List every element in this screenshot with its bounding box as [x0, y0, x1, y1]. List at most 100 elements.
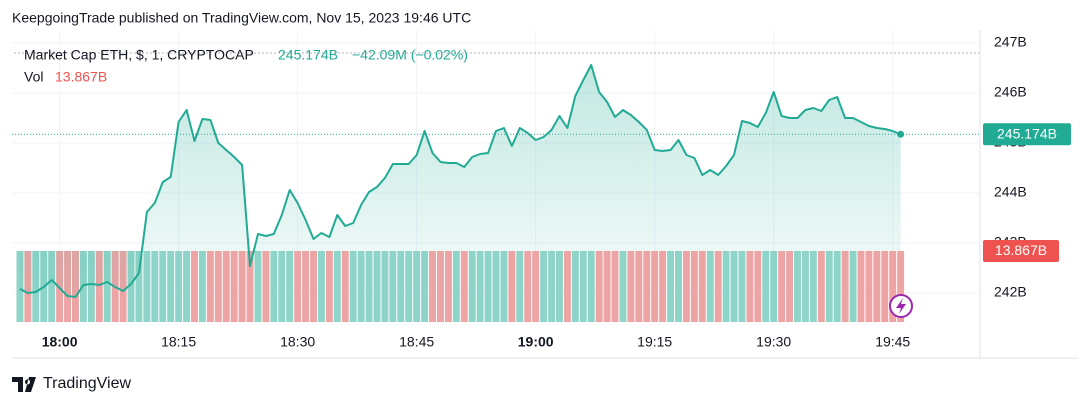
volume-bar — [619, 251, 627, 322]
volume-bar — [159, 251, 167, 322]
logo — [12, 377, 36, 392]
volume-layer — [16, 251, 905, 322]
volume-bar — [801, 251, 809, 322]
volume-bar — [516, 251, 524, 322]
y-tick-label: 247B — [994, 34, 1027, 50]
change-value: −42.09M (−0.02%) — [352, 47, 468, 63]
volume-bar — [492, 251, 500, 322]
last-value: 245.174B — [278, 47, 338, 63]
volume-bar — [595, 251, 603, 322]
symbol-title: Market Cap ETH, $, 1, CRYPTOCAP — [24, 47, 254, 63]
volume-bar — [778, 251, 786, 322]
volume-bar — [563, 251, 571, 322]
volume-bar — [246, 251, 254, 322]
x-tick-label: 18:00 — [42, 334, 78, 350]
logo-mark — [12, 377, 36, 392]
volume-bar — [706, 251, 714, 322]
volume-bar — [262, 251, 270, 322]
volume-bar — [556, 251, 563, 322]
price-badge-label: 245.174B — [997, 126, 1057, 142]
volume-bar — [302, 251, 310, 322]
volume-bar — [206, 251, 214, 322]
volume-bar — [698, 251, 706, 322]
volume-bar — [476, 251, 484, 322]
volume-bar — [230, 251, 238, 322]
event-bolt[interactable] — [896, 298, 906, 314]
volume-bar — [87, 251, 95, 322]
volume-bar — [825, 251, 833, 322]
price-badge — [983, 123, 1071, 146]
volume-bar — [389, 251, 397, 322]
volume-title: Vol — [24, 69, 43, 85]
volume-bar — [317, 251, 325, 322]
volume-bar — [127, 251, 135, 322]
volume-bar — [405, 251, 413, 322]
volume-bar — [667, 251, 675, 322]
volume-badge — [983, 240, 1059, 262]
volume-bar — [659, 251, 667, 322]
volume-bar — [587, 251, 595, 322]
volume-bar — [341, 251, 349, 322]
volume-bar — [770, 251, 778, 322]
y-tick-label: 244B — [994, 184, 1027, 200]
volume-bar — [651, 251, 659, 322]
volume-bar — [794, 251, 801, 322]
volume-bar — [325, 251, 333, 322]
x-tick-label: 18:30 — [280, 334, 315, 350]
volume-bar — [460, 251, 468, 322]
volume-bar — [762, 251, 770, 322]
volume-bar — [635, 251, 643, 322]
volume-bar — [690, 251, 698, 322]
volume-bar — [865, 251, 873, 322]
volume-value: 13.867B — [55, 69, 107, 85]
x-tick-label: 19:30 — [756, 334, 791, 350]
volume-badge-label: 13.867B — [995, 242, 1047, 258]
volume-bar — [484, 251, 492, 322]
volume-bar — [365, 251, 373, 322]
volume-bar — [48, 251, 56, 322]
volume-bar — [889, 251, 897, 322]
volume-bar — [524, 251, 532, 322]
volume-bar — [444, 251, 452, 322]
volume-bar — [754, 251, 762, 322]
volume-bar — [429, 251, 436, 322]
volume-bar — [397, 251, 405, 322]
volume-bar — [270, 251, 278, 322]
publisher-header: KeepgoingTrade published on TradingView.… — [12, 10, 471, 26]
volume-bar — [167, 251, 175, 322]
volume-bar — [508, 251, 516, 322]
volume-bar — [500, 251, 508, 322]
volume-bar — [198, 251, 206, 322]
event-icon[interactable] — [889, 294, 913, 318]
volume-bar — [151, 251, 159, 322]
x-tick-label: 19:45 — [875, 334, 910, 350]
volume-bar — [817, 251, 825, 322]
volume-bar — [183, 251, 191, 322]
volume-bar — [897, 251, 905, 322]
volume-bar — [95, 251, 103, 322]
volume-bar — [730, 251, 738, 322]
volume-bar — [452, 251, 460, 322]
volume-bar — [278, 251, 286, 322]
volume-bar — [310, 251, 317, 322]
volume-bar — [286, 251, 294, 322]
volume-bar — [881, 251, 889, 322]
footer-brand: TradingView — [43, 375, 131, 392]
volume-bar — [413, 251, 421, 322]
volume-bar — [373, 251, 381, 322]
volume-bar — [579, 251, 587, 322]
volume-bar — [675, 251, 682, 322]
area-fill — [19, 65, 901, 297]
volume-bar — [222, 251, 230, 322]
label-layer: 13.867B 245.174B — [983, 123, 1071, 262]
volume-bar — [349, 251, 357, 322]
volume-bar — [603, 251, 611, 322]
volume-bar — [135, 251, 143, 322]
x-tick-label: 19:15 — [637, 334, 672, 350]
volume-bar — [873, 251, 881, 322]
x-tick-label: 19:00 — [518, 334, 554, 350]
volume-bar — [357, 251, 365, 322]
volume-bar — [746, 251, 754, 322]
volume-bar — [191, 251, 198, 322]
